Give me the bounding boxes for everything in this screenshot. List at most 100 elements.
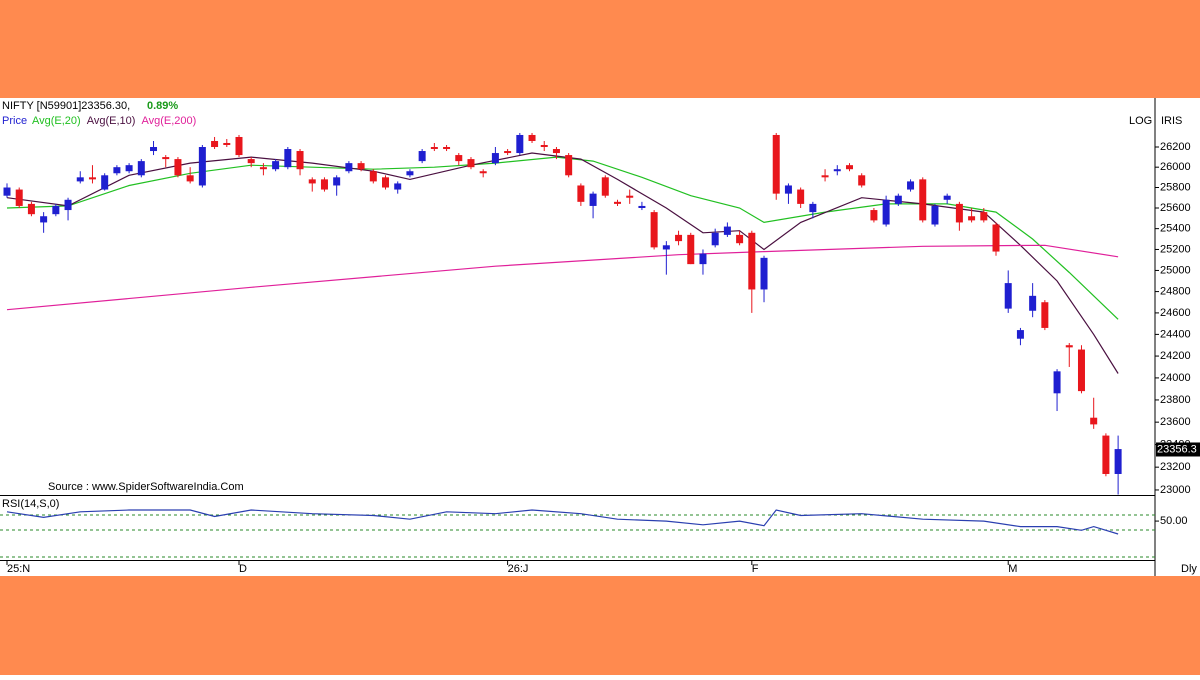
candle-body: [320, 179, 328, 190]
candle-body: [772, 134, 780, 194]
candle-body: [675, 234, 683, 242]
candle-body: [259, 167, 267, 170]
candle-body: [1041, 302, 1049, 328]
candle-body: [15, 189, 23, 206]
candle-body: [467, 159, 475, 168]
candle-body: [76, 177, 84, 182]
candle-body: [1077, 349, 1085, 392]
chart-title: NIFTY [N59901]23356.30,: [2, 100, 130, 112]
candle-body: [870, 210, 878, 221]
y-tick-label: 23800: [1160, 394, 1191, 406]
candle-body: [699, 253, 707, 265]
candle-body: [809, 203, 817, 213]
candle-body: [992, 224, 1000, 252]
y-tick-label: 24000: [1160, 372, 1191, 384]
candle-body: [88, 177, 96, 180]
candle-body: [614, 201, 621, 204]
candle-body: [552, 149, 560, 154]
candle-body: [284, 149, 292, 168]
y-tick-label: 25400: [1160, 223, 1191, 235]
x-tick-label: D: [239, 563, 247, 575]
candle-body: [430, 147, 438, 150]
candle-body: [137, 161, 145, 176]
candle-body: [894, 195, 902, 204]
y-tick-label: 24400: [1160, 328, 1191, 340]
x-tick-label: F: [752, 563, 759, 575]
candle-body: [443, 147, 451, 150]
legend-price: Price: [2, 115, 27, 127]
candle-body: [1016, 330, 1024, 339]
candle-body: [247, 159, 255, 164]
last-price-label: 23356.3: [1157, 443, 1197, 455]
candle-body: [577, 185, 585, 202]
candle-body: [27, 203, 35, 215]
candle-body: [931, 205, 939, 225]
candle-body: [760, 257, 768, 290]
candle-body: [723, 226, 731, 235]
y-tick-label: 23200: [1160, 461, 1191, 473]
candle-body: [418, 151, 426, 162]
candle-body: [833, 169, 841, 172]
candle-body: [528, 134, 536, 141]
candle-body: [784, 185, 792, 194]
last-price-tag: [1156, 442, 1200, 457]
candle-body: [382, 177, 390, 188]
rsi-label: RSI(14,S,0): [2, 498, 59, 510]
candle-body: [113, 167, 121, 174]
candle-body: [638, 205, 646, 208]
candle-body: [504, 151, 512, 154]
legend-entry: Avg(E,10): [87, 115, 136, 127]
legend-entry: Avg(E,20): [32, 115, 81, 127]
candle-body: [907, 181, 915, 190]
candle-body: [1090, 417, 1098, 425]
candle-body: [748, 232, 756, 290]
iris-label: IRIS: [1161, 115, 1182, 127]
candle-body: [1029, 295, 1037, 311]
y-tick-label: 24800: [1160, 285, 1191, 297]
moving-average: [6, 244, 1119, 311]
candle-body: [406, 171, 414, 176]
candle-body: [394, 183, 402, 190]
candle-body: [1004, 283, 1012, 309]
moving-average: [6, 152, 1119, 374]
candle-body: [650, 212, 658, 248]
candle-body: [125, 165, 133, 172]
candle-body: [491, 153, 499, 164]
candle-body: [845, 165, 853, 170]
candle-body: [955, 203, 963, 223]
candle-body: [943, 195, 951, 200]
candle-body: [662, 245, 670, 250]
candle-body: [821, 175, 829, 178]
candle-body: [357, 163, 365, 170]
candle-body: [186, 175, 194, 182]
legend-entry: Avg(E,200): [141, 115, 196, 127]
candle-body: [369, 171, 377, 182]
candle-body: [687, 234, 695, 265]
y-tick-label: 24200: [1160, 350, 1191, 362]
change: 0.89%: [147, 100, 178, 112]
candle-body: [479, 171, 487, 174]
candle-body: [223, 142, 231, 145]
candle-body: [333, 177, 341, 186]
candle-body: [980, 212, 988, 221]
candle-body: [540, 144, 548, 148]
candle-body: [235, 136, 243, 156]
candle-body: [211, 140, 219, 148]
y-tick-label: 26000: [1160, 161, 1191, 173]
y-tick-label: 25200: [1160, 243, 1191, 255]
y-tick-label: 23000: [1160, 484, 1191, 496]
candle-body: [150, 147, 158, 152]
source: Source : www.SpiderSoftwareIndia.Com: [48, 481, 244, 493]
x-tick-label: 26:J: [508, 563, 529, 575]
candle-body: [64, 199, 72, 211]
candle-body: [3, 187, 11, 196]
candle-body: [296, 151, 304, 170]
y-tick-label: 24600: [1160, 307, 1191, 319]
candle-body: [601, 177, 609, 196]
rsi-tick-label: 50.00: [1160, 515, 1188, 527]
candle-body: [174, 159, 182, 176]
candle-body: [162, 157, 170, 160]
candle-body: [40, 216, 48, 223]
